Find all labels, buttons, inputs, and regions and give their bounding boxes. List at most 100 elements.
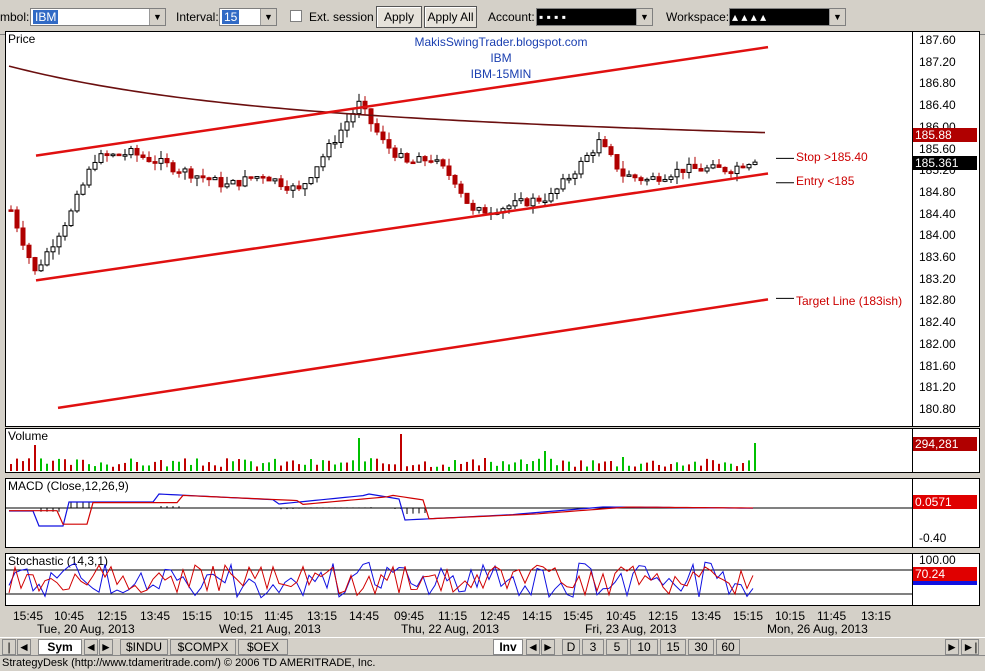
candle-body [734, 165, 740, 175]
chevron-down-icon[interactable]: ▼ [260, 9, 276, 25]
time-tick-label: 15:15 [182, 609, 213, 623]
interval-tab-3[interactable]: 3 [582, 639, 604, 655]
price-tick-label: 184.40 [919, 206, 956, 221]
candle-body [8, 209, 14, 212]
candle-body [518, 198, 524, 202]
stochastic-chart[interactable] [6, 554, 912, 605]
volume-axis: 294,281 [913, 428, 980, 473]
tab-scroll-left[interactable]: ◄ [84, 639, 98, 655]
candle-body [482, 207, 488, 214]
volume-bar [532, 461, 534, 471]
volume-bar [142, 465, 144, 471]
time-tick-label: 15:15 [733, 609, 764, 623]
last-page-button[interactable]: ►| [961, 639, 979, 655]
candle-body [416, 156, 422, 163]
inv-scroll-left[interactable]: ◄ [526, 639, 540, 655]
price-chart[interactable] [6, 32, 912, 426]
macd-chart[interactable] [6, 479, 912, 547]
interval-tab-10[interactable]: 10 [630, 639, 658, 655]
candle-body [446, 165, 452, 176]
candle-body [254, 176, 260, 179]
prev-page-button[interactable]: ◄ [17, 639, 31, 655]
candle-body [44, 251, 50, 266]
candle-body [50, 246, 56, 253]
volume-bar [154, 461, 156, 471]
watermark-symbol: IBM [490, 51, 512, 65]
volume-bar [40, 458, 42, 471]
interval-tab-5[interactable]: 5 [606, 639, 628, 655]
chevron-down-icon[interactable]: ▼ [829, 9, 845, 25]
volume-bar [478, 465, 480, 471]
volume-bar [484, 458, 486, 471]
workspace-combo[interactable]: ▴ ▴ ▴ ▴ ▼ [729, 8, 846, 26]
symbol-combo[interactable]: IBM ▼ [30, 8, 166, 26]
volume-bar [604, 461, 606, 471]
candle-body [368, 108, 374, 125]
volume-bar [430, 466, 432, 471]
tab-sym[interactable]: Sym [38, 639, 82, 655]
apply-button[interactable]: Apply [376, 6, 422, 28]
volume-bar [220, 466, 222, 471]
interval-tab-D[interactable]: D [562, 639, 580, 655]
tab-scroll-right[interactable]: ► [99, 639, 113, 655]
volume-bar [616, 466, 618, 471]
interval-tab-30[interactable]: 30 [688, 639, 714, 655]
candle-body [128, 147, 134, 156]
tab-indu[interactable]: $INDU [120, 639, 168, 655]
candle-body [26, 244, 32, 259]
volume-bar [286, 461, 288, 471]
tab-oex[interactable]: $OEX [238, 639, 288, 655]
time-axis: 15:45 10:45 12:15 13:45 15:15 10:15 11:45 13:15… [5, 607, 980, 637]
interval-combo[interactable]: 15 ▼ [219, 8, 277, 26]
time-tick-label: 13:15 [307, 609, 338, 623]
volume-bar [406, 466, 408, 471]
first-page-button[interactable]: |◄ [2, 639, 16, 669]
volume-bar [274, 458, 276, 471]
volume-bar [436, 466, 438, 471]
candle-body [14, 209, 20, 229]
candle-body [176, 171, 182, 174]
candle-body [158, 158, 164, 164]
price-tick-label: 182.40 [919, 315, 956, 330]
volume-bar [148, 465, 150, 471]
ext-session-checkbox[interactable] [290, 10, 302, 22]
chevron-down-icon[interactable]: ▼ [149, 9, 165, 25]
interval-tab-15[interactable]: 15 [660, 639, 686, 655]
apply-all-button[interactable]: Apply All [424, 6, 477, 28]
interval-label: Interval: [176, 10, 219, 24]
account-combo[interactable]: ▪ ▪ ▪ ▪ ▼ [536, 8, 653, 26]
tab-inv[interactable]: Inv [493, 639, 523, 655]
candle-body [284, 186, 290, 191]
volume-chart[interactable] [6, 429, 912, 472]
price-panel[interactable]: Price MakisSwingTrader.blogspot.com IBM … [5, 31, 913, 427]
candle-body [242, 176, 248, 187]
tab-compx[interactable]: $COMPX [170, 639, 236, 655]
candle-body [698, 168, 704, 172]
candle-body [602, 139, 608, 148]
volume-panel[interactable]: Volume [5, 428, 913, 473]
time-tick-label: 14:45 [349, 609, 380, 623]
chevron-down-icon[interactable]: ▼ [636, 9, 652, 25]
volume-bar [268, 462, 270, 471]
date-label: Mon, 26 Aug, 2013 [767, 622, 868, 636]
candle-body [566, 177, 572, 181]
volume-bar [208, 462, 210, 471]
volume-bar [586, 466, 588, 471]
volume-bar [580, 460, 582, 471]
interval-tab-60[interactable]: 60 [716, 639, 740, 655]
volume-bar [574, 466, 576, 471]
price-tick-label: 183.60 [919, 250, 956, 264]
volume-bar [754, 443, 756, 471]
volume-bar [598, 463, 600, 471]
inv-scroll-right[interactable]: ► [541, 639, 555, 655]
time-tick-label: 10:15 [223, 609, 254, 623]
stochastic-panel[interactable]: Stochastic (14,3,1) [5, 553, 913, 606]
volume-bar [322, 460, 324, 471]
candle-body [674, 168, 680, 178]
next-page-button[interactable]: ► [945, 639, 959, 655]
macd-panel[interactable]: MACD (Close,12,26,9) [5, 478, 913, 548]
candle-body [374, 123, 380, 133]
price-tick-label: 184.80 [919, 184, 956, 199]
volume-bar [160, 460, 162, 471]
signal-line [9, 494, 754, 525]
